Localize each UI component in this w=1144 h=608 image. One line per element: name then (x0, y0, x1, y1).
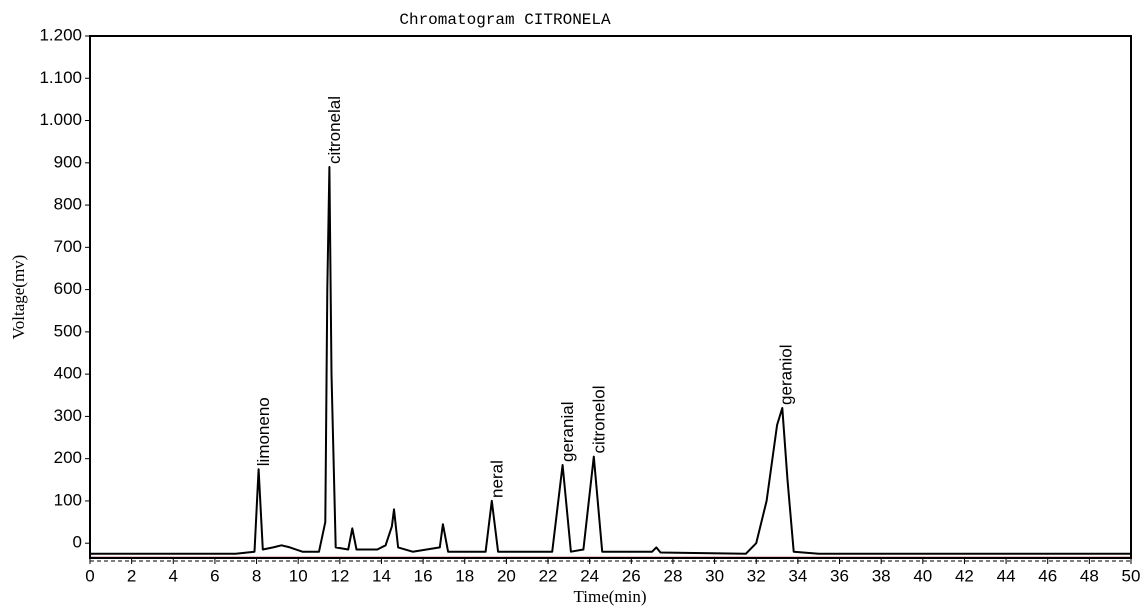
y-tick-label: 100 (54, 490, 82, 509)
y-tick-label: 300 (54, 406, 82, 425)
y-tick-label: 1.000 (39, 110, 82, 129)
y-tick-label: 500 (54, 321, 82, 340)
x-tick-label: 46 (1038, 566, 1057, 585)
peak-label: citronelol (589, 386, 608, 454)
x-tick-label: 38 (872, 566, 891, 585)
y-tick-label: 200 (54, 448, 82, 467)
plot-frame (89, 35, 1132, 559)
x-tick-label: 44 (997, 566, 1016, 585)
x-tick-label: 22 (539, 566, 558, 585)
peak-label: geraniol (777, 344, 796, 405)
x-tick-label: 4 (169, 566, 178, 585)
x-tick-label: 8 (252, 566, 261, 585)
x-tick-label: 20 (497, 566, 516, 585)
x-tick-label: 36 (830, 566, 849, 585)
x-tick-label: 26 (622, 566, 641, 585)
peak-label: geranial (558, 402, 577, 463)
x-tick-label: 10 (289, 566, 308, 585)
trace-line (90, 166, 1131, 555)
x-tick-label: 28 (663, 566, 682, 585)
peak-label: neral (487, 460, 506, 498)
y-tick-label: 0 (73, 533, 82, 552)
x-tick-label: 48 (1080, 566, 1099, 585)
peak-label: limoneno (254, 397, 273, 466)
y-tick-label: 1.100 (39, 68, 82, 87)
x-tick-label: 34 (788, 566, 807, 585)
x-tick-label: 0 (85, 566, 94, 585)
x-tick-label: 2 (127, 566, 136, 585)
y-tick-label: 700 (54, 237, 82, 256)
x-tick-label: 12 (330, 566, 349, 585)
x-tick-label: 6 (210, 566, 219, 585)
y-tick-label: 800 (54, 195, 82, 214)
x-tick-label: 14 (372, 566, 391, 585)
x-tick-label: 24 (580, 566, 599, 585)
x-tick-label: 50 (1122, 566, 1141, 585)
peak-label: citronelal (325, 96, 344, 164)
x-tick-label: 32 (747, 566, 766, 585)
y-axis-label: Voltage(mv) (9, 255, 28, 340)
y-tick-label: 600 (54, 279, 82, 298)
x-tick-label: 42 (955, 566, 974, 585)
x-axis-label: Time(min) (573, 587, 646, 606)
chart-title: Chromatogram CITRONELA (399, 11, 611, 29)
x-tick-label: 18 (455, 566, 474, 585)
y-tick-label: 400 (54, 364, 82, 383)
x-tick-label: 40 (913, 566, 932, 585)
x-tick-label: 16 (414, 566, 433, 585)
x-tick-label: 30 (705, 566, 724, 585)
y-tick-label: 1.200 (39, 25, 82, 44)
y-tick-label: 900 (54, 152, 82, 171)
